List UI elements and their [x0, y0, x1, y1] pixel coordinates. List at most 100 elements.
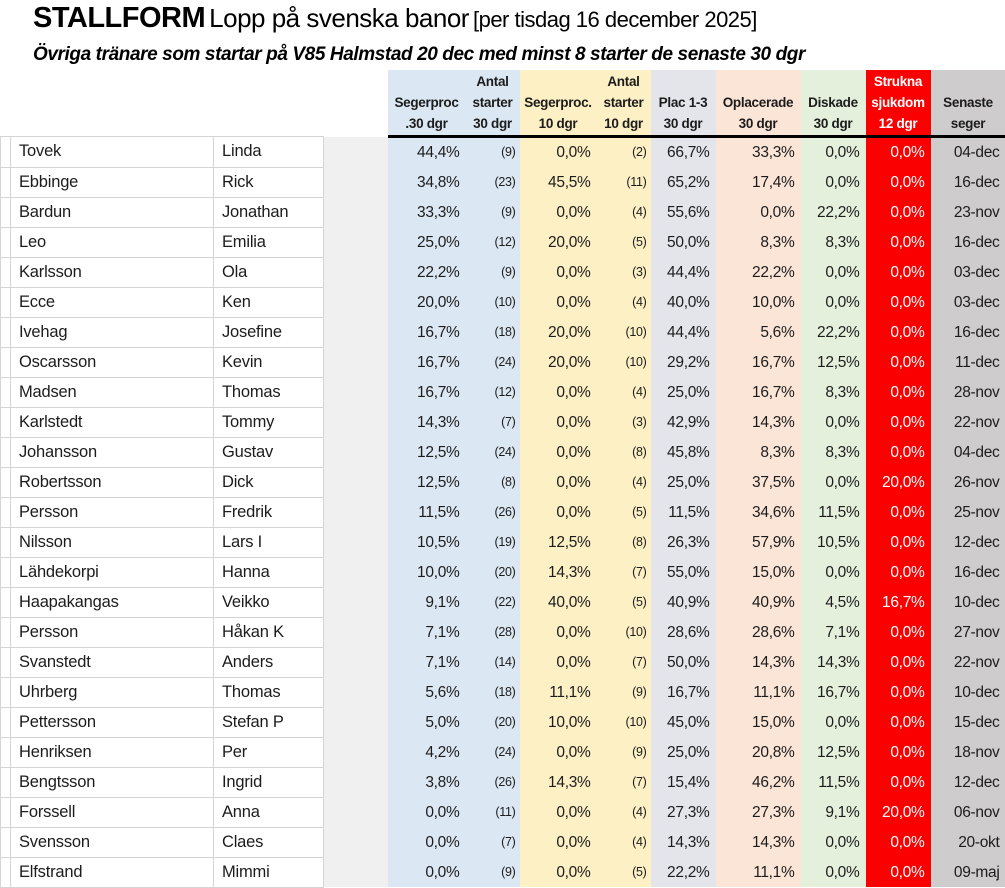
cell-disk: 0,0%: [801, 827, 866, 857]
cell-firstname: Hanna: [214, 557, 324, 587]
cell-opl: 14,3%: [716, 647, 801, 677]
cell-firstname: Ken: [214, 287, 324, 317]
cell-rowhead: [1, 527, 11, 557]
cell-rowhead: [1, 557, 11, 587]
cell-seg30: 9,1%: [388, 587, 466, 617]
cell-n30: (20): [466, 557, 520, 587]
cell-rowhead: [1, 587, 11, 617]
cell-seger: 09-maj: [931, 857, 1005, 887]
cell-rowhead: [1, 227, 11, 257]
cell-disk: 0,0%: [801, 257, 866, 287]
header-seg10-line: Segerproc.: [520, 92, 597, 113]
cell-opl: 20,8%: [716, 737, 801, 767]
cell-struk: 0,0%: [866, 167, 931, 197]
cell-rowhead: [1, 617, 11, 647]
cell-seg10: 45,5%: [520, 167, 597, 197]
cell-seg30: 16,7%: [388, 347, 466, 377]
cell-struk: 0,0%: [866, 617, 931, 647]
header-struk-line: Strukna: [866, 71, 931, 92]
cell-opl: 15,0%: [716, 557, 801, 587]
cell-firstname: Gustav: [214, 437, 324, 467]
cell-n10: (11): [597, 167, 651, 197]
cell-rowhead: [1, 857, 11, 887]
cell-n10: (2): [597, 137, 651, 168]
cell-seger: 03-dec: [931, 287, 1005, 317]
cell-opl: 37,5%: [716, 467, 801, 497]
cell-opl: 17,4%: [716, 167, 801, 197]
cell-lastname: Bardun: [11, 197, 214, 227]
cell-seg30: 16,7%: [388, 317, 466, 347]
cell-n10: (10): [597, 347, 651, 377]
header-struk-line: 12 dgr: [866, 113, 931, 134]
cell-n30: (8): [466, 467, 520, 497]
cell-rowhead: [1, 197, 11, 227]
cell-seg10: 0,0%: [520, 287, 597, 317]
cell-struk: 0,0%: [866, 257, 931, 287]
cell-struk: 0,0%: [866, 557, 931, 587]
cell-lastname: Persson: [11, 617, 214, 647]
cell-lastname: Persson: [11, 497, 214, 527]
cell-firstname: Thomas: [214, 677, 324, 707]
cell-plac: 50,0%: [651, 227, 716, 257]
cell-n10: (5): [597, 587, 651, 617]
cell-lastname: Svanstedt: [11, 647, 214, 677]
cell-plac: 66,7%: [651, 137, 716, 168]
cell-disk: 0,0%: [801, 467, 866, 497]
cell-n30: (26): [466, 497, 520, 527]
cell-lastname: Bengtsson: [11, 767, 214, 797]
cell-n30: (7): [466, 407, 520, 437]
cell-opl: 14,3%: [716, 407, 801, 437]
cell-opl: 11,1%: [716, 857, 801, 887]
cell-opl: 0,0%: [716, 197, 801, 227]
header-firstname: [214, 70, 324, 137]
header-plac-line: 30 dgr: [651, 113, 716, 134]
header-disk-line: Diskade: [801, 92, 866, 113]
cell-seg30: 34,8%: [388, 167, 466, 197]
cell-gap: [324, 737, 388, 767]
cell-seger: 15-dec: [931, 707, 1005, 737]
cell-disk: 10,5%: [801, 527, 866, 557]
cell-gap: [324, 527, 388, 557]
title-brand: STALLFORM: [33, 2, 205, 34]
header-plac-line: [651, 71, 716, 92]
header-struk-line: sjukdom: [866, 92, 931, 113]
cell-gap: [324, 677, 388, 707]
cell-firstname: Per: [214, 737, 324, 767]
cell-rowhead: [1, 257, 11, 287]
cell-firstname: Thomas: [214, 377, 324, 407]
cell-seg10: 0,0%: [520, 617, 597, 647]
cell-gap: [324, 557, 388, 587]
cell-plac: 45,8%: [651, 437, 716, 467]
cell-lastname: Nilsson: [11, 527, 214, 557]
cell-struk: 0,0%: [866, 677, 931, 707]
cell-n30: (24): [466, 347, 520, 377]
cell-seg10: 0,0%: [520, 737, 597, 767]
cell-seg30: 44,4%: [388, 137, 466, 168]
cell-seger: 06-nov: [931, 797, 1005, 827]
cell-seger: 10-dec: [931, 587, 1005, 617]
cell-n30: (14): [466, 647, 520, 677]
cell-plac: 65,2%: [651, 167, 716, 197]
cell-firstname: Anders: [214, 647, 324, 677]
title-bracket: [per tisdag 16 december 2025]: [473, 7, 757, 32]
header-disk-line: [801, 71, 866, 92]
cell-seger: 22-nov: [931, 647, 1005, 677]
cell-lastname: Elfstrand: [11, 857, 214, 887]
cell-seg30: 10,5%: [388, 527, 466, 557]
cell-seg30: 11,5%: [388, 497, 466, 527]
cell-firstname: Ingrid: [214, 767, 324, 797]
cell-seg10: 10,0%: [520, 707, 597, 737]
cell-disk: 22,2%: [801, 317, 866, 347]
cell-seg30: 22,2%: [388, 257, 466, 287]
cell-seg10: 0,0%: [520, 377, 597, 407]
cell-seger: 18-nov: [931, 737, 1005, 767]
cell-plac: 27,3%: [651, 797, 716, 827]
cell-n30: (9): [466, 137, 520, 168]
cell-n10: (4): [597, 467, 651, 497]
cell-n30: (18): [466, 317, 520, 347]
